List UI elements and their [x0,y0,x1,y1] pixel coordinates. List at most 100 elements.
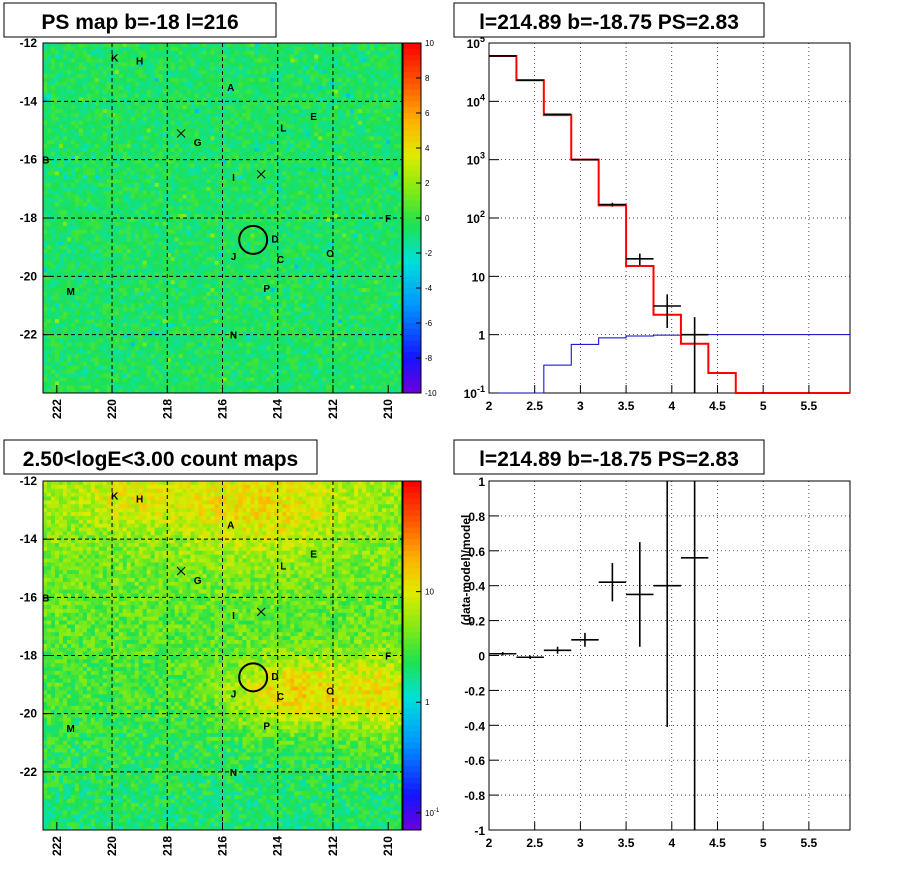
map-cell [202,101,207,106]
map-cell [246,66,251,71]
map-cell [166,183,172,188]
map-cell [118,167,124,172]
map-cell [182,105,187,110]
map-cell [102,81,108,87]
map-cell [262,194,267,199]
map-cell [206,144,211,149]
map-cell [206,62,211,67]
map-cell [218,159,223,164]
map-cell [62,214,68,219]
map-cell [106,361,112,367]
map-cell [134,272,140,277]
map-cell [190,54,195,59]
map-cell [206,93,211,98]
map-cell [194,221,199,227]
map-cell [114,358,120,363]
map-cell [62,78,68,83]
map-cell [118,128,124,133]
map-cell [94,124,100,129]
map-cell [102,221,108,227]
map-cell [178,109,184,114]
map-cell [126,249,132,254]
map-cell [142,89,148,94]
map-cell [158,179,164,184]
map-cell [130,323,136,328]
map-cell [242,81,247,87]
map-cell [218,369,223,374]
map-cell [134,284,140,289]
map-cell [162,113,168,118]
map-cell [114,381,120,386]
map-cell [174,373,180,378]
map-cell [206,326,211,332]
map-cell [226,323,231,328]
map-cell [182,50,187,56]
map-cell [62,179,68,184]
map-cell [50,43,56,48]
map-cell [94,113,100,118]
map-cell [122,190,128,196]
map-cell [258,276,263,281]
map-cell [50,144,56,149]
map-cell [242,221,247,227]
map-cell [78,260,84,266]
map-cell [70,272,76,277]
map-cell [58,323,64,328]
map-cell [58,179,64,184]
map-cell [50,190,56,196]
map-cell [178,148,184,153]
map-cell [162,225,168,231]
map-cell [190,97,195,102]
map-cell [194,330,199,336]
map-cell [166,70,172,75]
map-cell [114,218,120,223]
map-cell [178,350,184,355]
map-cell [78,70,84,75]
map-cell [150,155,156,161]
map-cell [134,159,140,164]
map-cell [246,381,251,386]
map-cell [62,268,68,273]
map-cell [214,70,219,75]
map-cell [70,43,76,48]
map-cell [198,218,203,223]
map-cell [126,128,132,133]
map-cell [102,171,108,176]
map-cell [242,50,247,56]
map-cell [62,233,68,238]
map-cell [138,326,144,332]
map-cell [98,206,104,211]
map-cell [202,159,207,164]
map-cell [126,179,132,184]
map-cell [102,85,108,91]
map-cell [43,268,48,273]
map-cell [162,381,168,386]
map-cell [86,183,92,188]
map-cell [78,93,84,98]
map-cell [198,140,203,145]
map-cell [70,256,76,262]
map-cell [90,54,96,59]
map-cell [262,43,267,48]
map-cell [174,369,180,374]
map-cell [82,113,88,118]
map-cell [194,109,199,114]
map-cell [218,303,223,308]
map-cell [162,171,168,176]
map-cell [54,159,60,164]
map-cell [98,140,104,145]
map-cell [230,116,235,122]
map-cell [170,295,176,301]
map-cell [186,342,191,347]
map-cell [102,50,108,56]
map-cell [110,113,116,118]
map-cell [102,307,108,312]
map-cell [54,140,60,145]
map-cell [222,54,227,59]
map-cell [210,272,215,277]
map-cell [262,89,267,94]
map-cell [258,58,263,63]
map-cell [154,190,160,196]
map-cell [126,315,132,320]
